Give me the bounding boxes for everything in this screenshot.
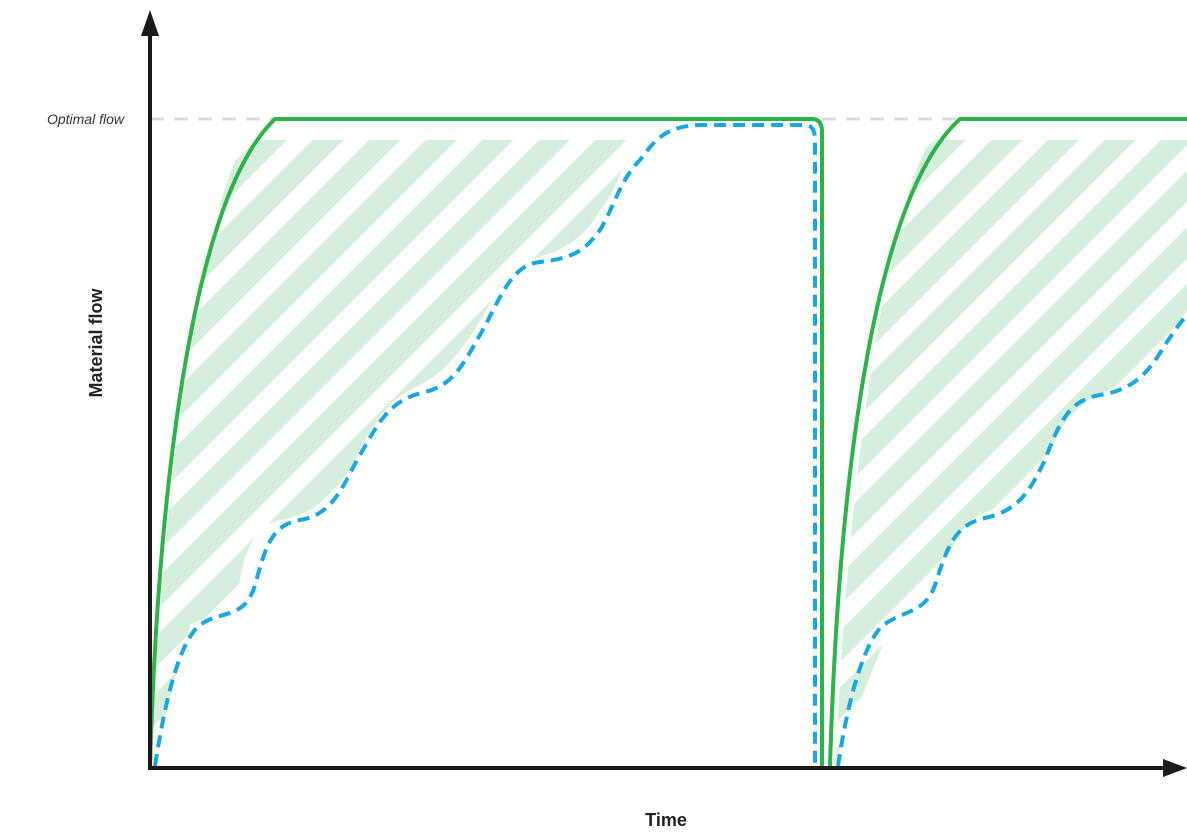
y-axis-arrowhead [141, 10, 159, 36]
optimal-flow-curve-cycle-2 [828, 117, 1187, 767]
gap-area-cycle-1 [152, 140, 630, 760]
actual-flow-curve-cycle-1 [153, 123, 817, 767]
actual-flow-curve-cycle-2 [836, 312, 1187, 767]
x-axis-arrowhead [1163, 759, 1187, 777]
x-axis-title: Time [645, 810, 687, 830]
gap-area-cycle-2 [836, 140, 1187, 760]
optimal-flow-curve-cycle-1 [148, 117, 824, 767]
y-axis-title: Material flow [86, 287, 106, 397]
optimal-flow-label: Optimal flow [47, 111, 125, 127]
